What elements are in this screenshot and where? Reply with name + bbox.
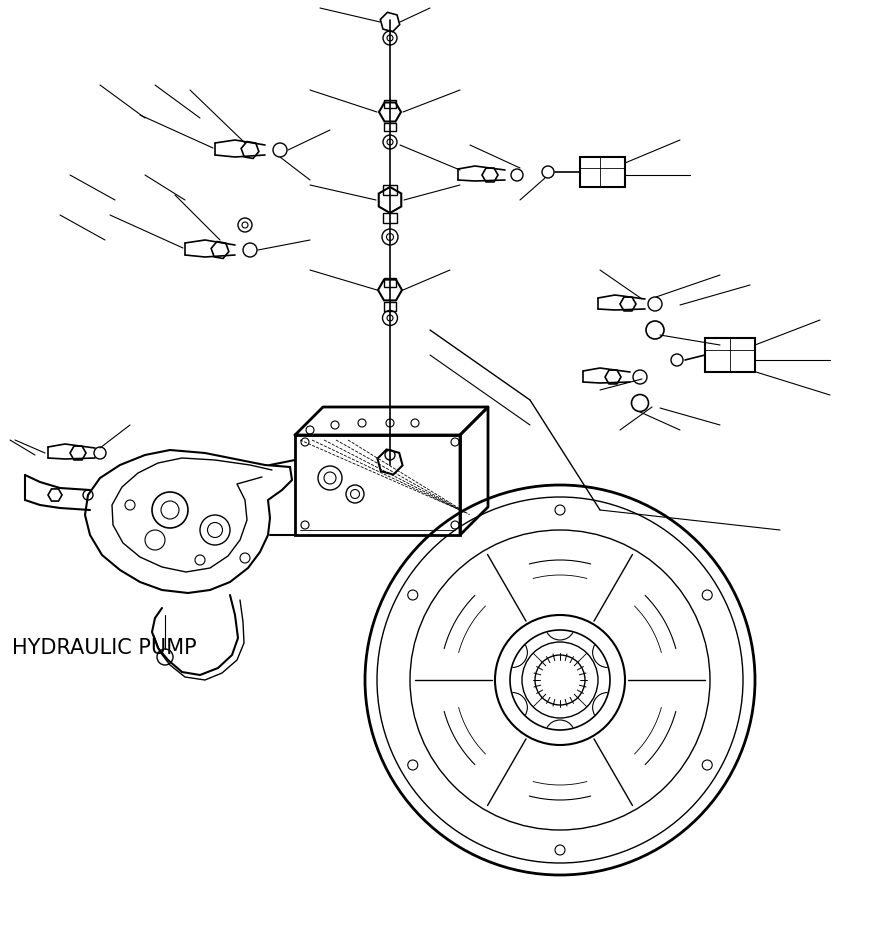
Bar xyxy=(704,338,754,372)
Bar xyxy=(382,213,396,223)
Bar xyxy=(382,185,396,195)
Bar xyxy=(383,302,396,311)
Bar xyxy=(383,278,396,287)
Bar xyxy=(383,100,396,108)
Bar xyxy=(580,157,624,187)
Bar xyxy=(295,435,460,535)
Text: HYDRAULIC PUMP: HYDRAULIC PUMP xyxy=(12,638,196,658)
Bar xyxy=(383,123,396,131)
